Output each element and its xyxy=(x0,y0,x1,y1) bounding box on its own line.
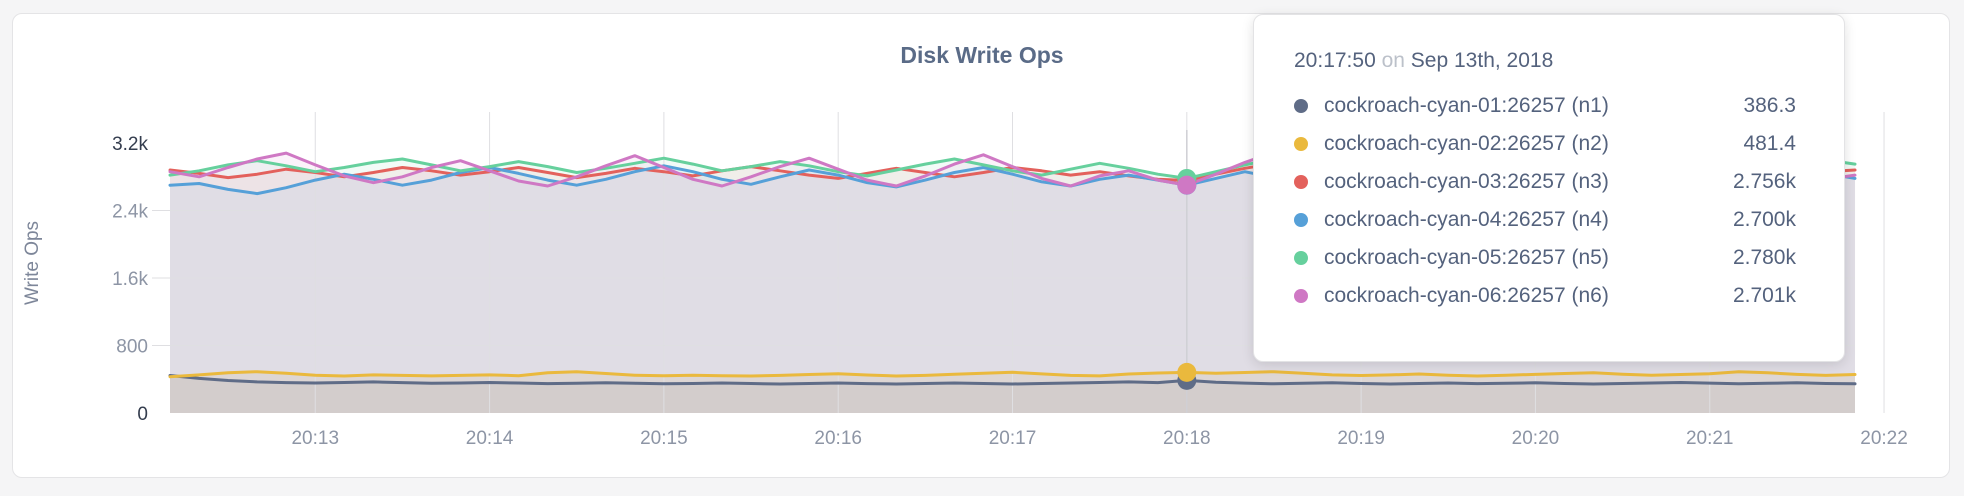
y-tick-label: 2.4k xyxy=(112,202,148,223)
series-color-dot xyxy=(1294,289,1308,303)
x-tick-label: 20:15 xyxy=(640,428,688,449)
series-value: 481.4 xyxy=(1743,132,1796,155)
x-tick-label: 20:14 xyxy=(466,428,514,449)
series-line-n2 xyxy=(168,370,1857,379)
x-tick-label: 20:21 xyxy=(1686,428,1734,449)
tooltip-row: cockroach-cyan-03:26257 (n3) 2.756k xyxy=(1294,163,1796,201)
tooltip-rows: cockroach-cyan-01:26257 (n1) 386.3 cockroa… xyxy=(1294,87,1796,315)
series-color-dot xyxy=(1294,99,1308,113)
tooltip-date: Sep 13th, 2018 xyxy=(1410,49,1554,72)
tooltip-row: cockroach-cyan-02:26257 (n2) 481.4 xyxy=(1294,125,1796,163)
x-tick-label: 20:18 xyxy=(1163,428,1211,449)
series-label: cockroach-cyan-03:26257 (n3) xyxy=(1324,170,1609,193)
tooltip-time: 20:17:50 xyxy=(1294,49,1376,72)
y-axis-title: Write Ops xyxy=(22,221,43,305)
tooltip-row: cockroach-cyan-05:26257 (n5) 2.780k xyxy=(1294,239,1796,277)
x-tick-label: 20:20 xyxy=(1512,428,1560,449)
x-tick-label: 20:13 xyxy=(291,428,339,449)
x-tick-label: 20:16 xyxy=(814,428,862,449)
series-value: 2.780k xyxy=(1732,246,1796,269)
hover-point-n6 xyxy=(1177,175,1197,195)
series-value: 2.756k xyxy=(1732,170,1796,193)
series-value: 2.700k xyxy=(1732,208,1796,231)
series-color-dot xyxy=(1294,175,1308,189)
series-label: cockroach-cyan-04:26257 (n4) xyxy=(1324,208,1609,231)
series-line-n1 xyxy=(168,374,1857,386)
y-tick-label: 800 xyxy=(116,337,148,358)
series-color-dot xyxy=(1294,213,1308,227)
series-value: 2.701k xyxy=(1732,284,1796,307)
y-tick-label: 1.6k xyxy=(112,269,148,290)
x-tick-label: 20:22 xyxy=(1860,428,1908,449)
series-color-dot xyxy=(1294,251,1308,265)
y-tick-label: 3.2k xyxy=(112,134,148,155)
series-label: cockroach-cyan-05:26257 (n5) xyxy=(1324,246,1609,269)
hover-point-n2 xyxy=(1177,362,1197,382)
tooltip-conjunction: on xyxy=(1381,49,1405,72)
series-label: cockroach-cyan-06:26257 (n6) xyxy=(1324,284,1609,307)
series-label: cockroach-cyan-02:26257 (n2) xyxy=(1324,132,1609,155)
tooltip-row: cockroach-cyan-06:26257 (n6) 2.701k xyxy=(1294,277,1796,315)
chart-tooltip: 20:17:50 on Sep 13th, 2018 cockroach-cya… xyxy=(1253,14,1845,362)
tooltip-row: cockroach-cyan-01:26257 (n1) 386.3 xyxy=(1294,87,1796,125)
series-value: 386.3 xyxy=(1743,94,1796,117)
tooltip-header: 20:17:50 on Sep 13th, 2018 xyxy=(1294,49,1796,73)
x-tick-label: 20:19 xyxy=(1337,428,1385,449)
tooltip-row: cockroach-cyan-04:26257 (n4) 2.700k xyxy=(1294,201,1796,239)
series-color-dot xyxy=(1294,137,1308,151)
x-tick-label: 20:17 xyxy=(989,428,1037,449)
series-label: cockroach-cyan-01:26257 (n1) xyxy=(1324,94,1609,117)
chart-title: Disk Write Ops xyxy=(900,42,1064,68)
y-tick-label: 0 xyxy=(137,404,148,425)
